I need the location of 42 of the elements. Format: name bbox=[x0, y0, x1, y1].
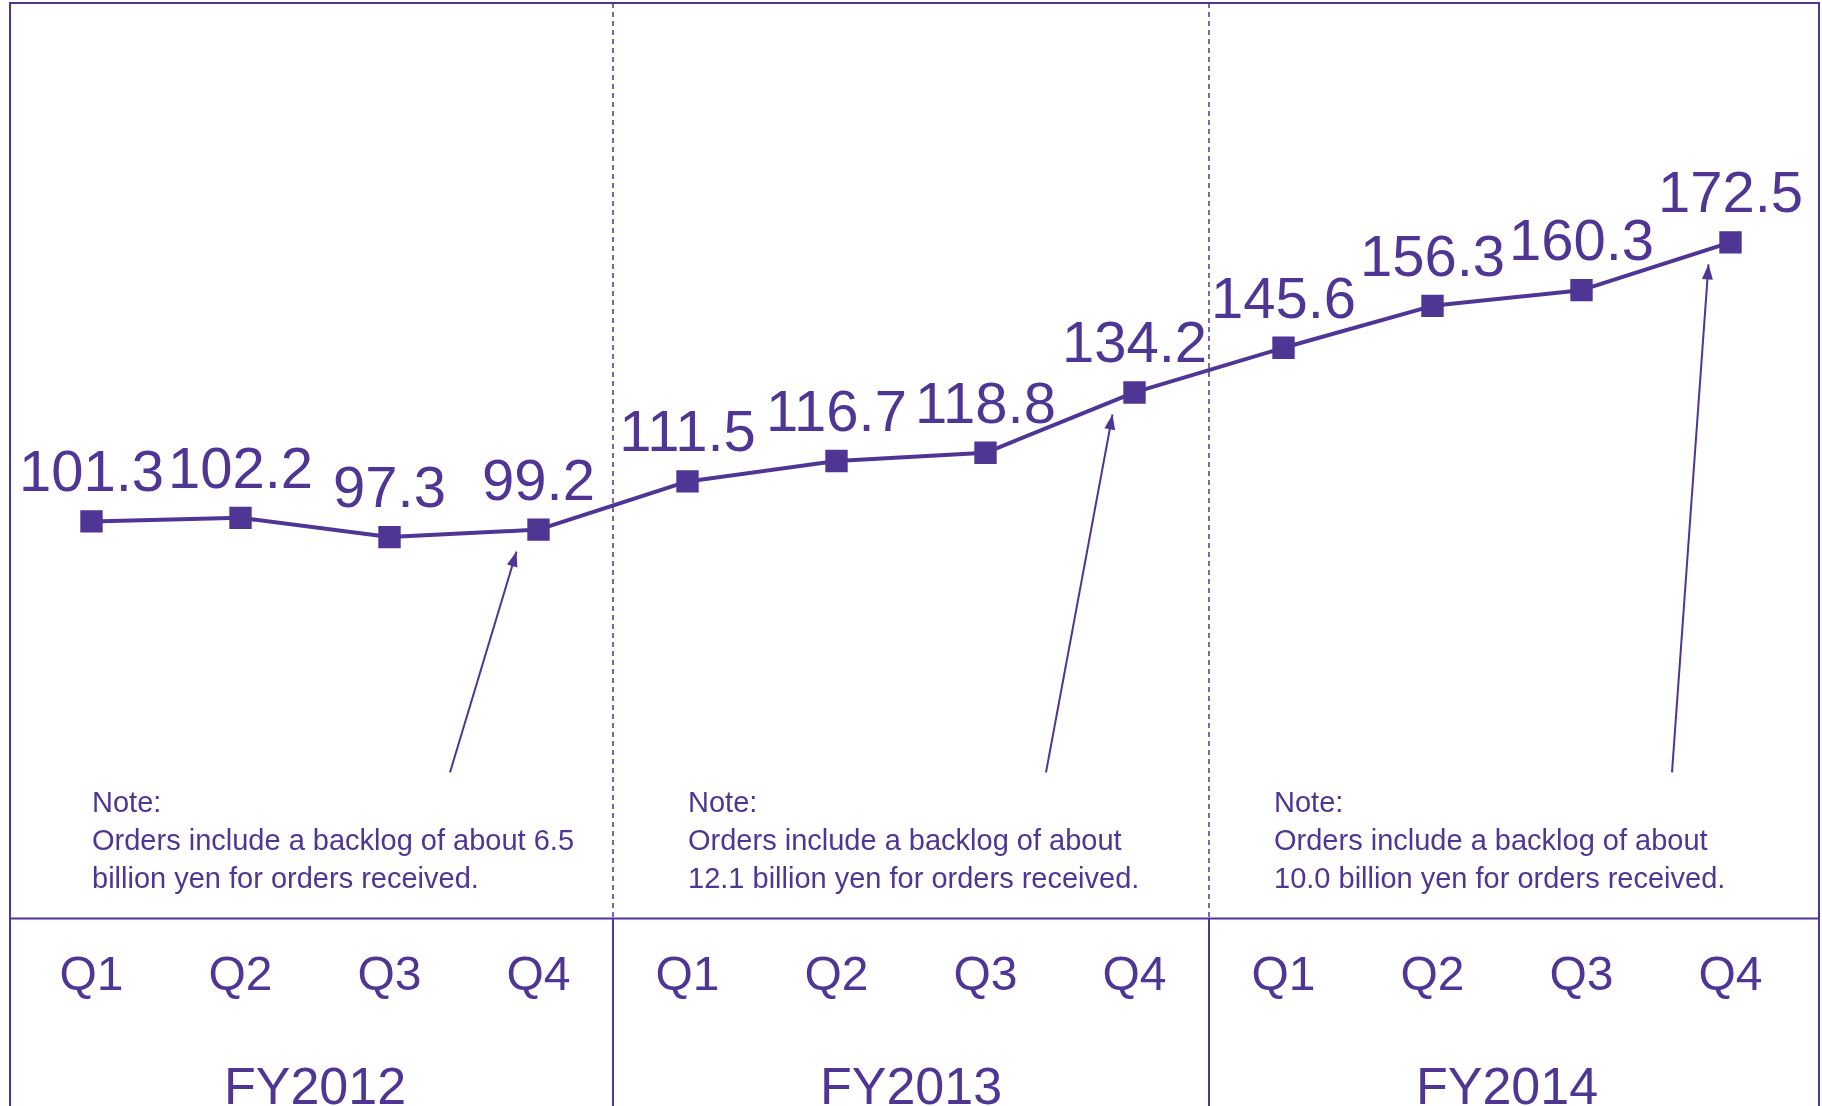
data-label: 101.3 bbox=[18, 438, 165, 504]
point bbox=[1421, 294, 1444, 318]
data-label: 97.3 bbox=[333, 454, 446, 520]
text: FY2012 bbox=[223, 1057, 407, 1106]
point bbox=[229, 506, 252, 530]
text: FY2014 bbox=[1415, 1057, 1599, 1106]
text: FY2013 bbox=[819, 1057, 1003, 1106]
text: Note: Orders include a backlog of about 6.5 billion yen for orders received. bbox=[92, 786, 575, 895]
data-label: 156.3 bbox=[1359, 222, 1506, 288]
data-label: 116.7 bbox=[766, 378, 907, 444]
text: Note: Orders include a backlog of about 10.0 billion yen for orders received. bbox=[1274, 786, 1726, 895]
x-tick-label: Q4 bbox=[1102, 947, 1167, 1001]
x-tick-label: Q4 bbox=[1698, 947, 1763, 1001]
data-label: 160.3 bbox=[1508, 207, 1655, 273]
data-label: 172.5 bbox=[1657, 159, 1804, 225]
point bbox=[974, 441, 997, 464]
x-tick-label: Q4 bbox=[506, 947, 571, 1001]
data-label: 118.8 bbox=[915, 369, 1056, 435]
x-tick-label: Q1 bbox=[1251, 947, 1316, 1001]
point bbox=[1570, 278, 1593, 302]
data-label: 134.2 bbox=[1061, 309, 1208, 375]
point bbox=[80, 510, 103, 533]
data-label: 145.6 bbox=[1210, 264, 1357, 330]
point bbox=[825, 449, 848, 473]
data-label: 111.5 bbox=[619, 398, 756, 464]
point bbox=[378, 525, 401, 549]
x-tick-label: Q2 bbox=[804, 947, 869, 1001]
x-tick-label: Q1 bbox=[655, 947, 720, 1001]
point bbox=[527, 518, 550, 541]
x-tick-label: Q1 bbox=[59, 947, 124, 1001]
point bbox=[1272, 336, 1295, 359]
x-tick-label: Q3 bbox=[357, 947, 422, 1001]
x-tick-label: Q3 bbox=[1549, 947, 1614, 1001]
data-label: 102.2 bbox=[167, 434, 314, 500]
text: Note: Orders include a backlog of about 12.1 billion yen for orders received. bbox=[688, 786, 1140, 895]
x-tick-label: Q2 bbox=[208, 947, 273, 1001]
x-tick-label: Q2 bbox=[1400, 947, 1465, 1001]
x-tick-label: Q3 bbox=[953, 947, 1018, 1001]
point bbox=[676, 470, 699, 493]
data-label: 99.2 bbox=[482, 446, 595, 512]
point bbox=[1123, 381, 1146, 404]
point bbox=[1719, 231, 1742, 254]
